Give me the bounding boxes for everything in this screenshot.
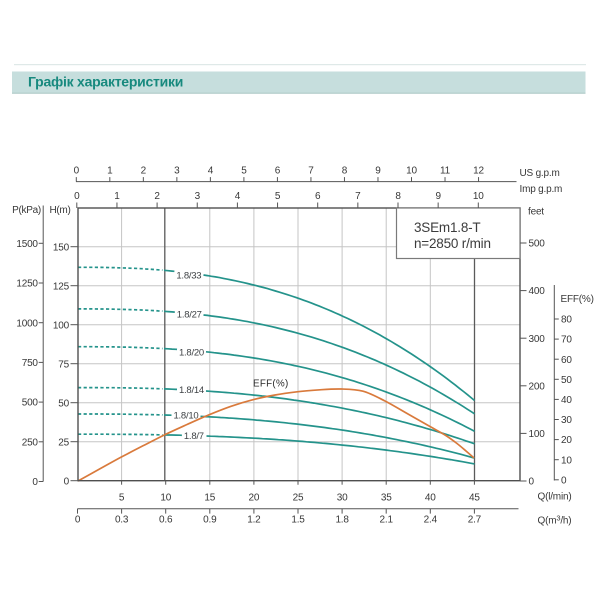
svg-text:1.8/33: 1.8/33	[176, 270, 201, 281]
svg-text:75: 75	[58, 359, 69, 370]
svg-text:150: 150	[53, 242, 70, 253]
svg-text:12: 12	[473, 166, 484, 177]
svg-text:H(m): H(m)	[49, 205, 70, 216]
svg-text:80: 80	[561, 315, 572, 326]
svg-text:5: 5	[119, 493, 125, 504]
svg-text:40: 40	[425, 493, 436, 504]
svg-text:1.5: 1.5	[291, 514, 305, 525]
svg-text:3: 3	[195, 191, 201, 202]
svg-text:0: 0	[74, 166, 80, 177]
svg-text:1.8/20: 1.8/20	[179, 347, 204, 358]
svg-text:1.8/14: 1.8/14	[179, 385, 204, 396]
svg-text:70: 70	[561, 335, 572, 346]
svg-text:100: 100	[53, 320, 70, 331]
svg-text:0.9: 0.9	[203, 514, 217, 525]
svg-text:feet: feet	[528, 207, 544, 218]
svg-text:6: 6	[315, 191, 321, 202]
svg-text:10: 10	[160, 493, 171, 504]
svg-text:Графік характеристики: Графік характеристики	[28, 73, 183, 89]
svg-text:n=2850 r/min: n=2850 r/min	[414, 236, 491, 251]
svg-text:10: 10	[406, 166, 417, 177]
svg-text:250: 250	[22, 437, 39, 448]
svg-text:500: 500	[22, 398, 39, 409]
svg-text:1.8/27: 1.8/27	[177, 309, 202, 320]
svg-text:3: 3	[174, 166, 180, 177]
svg-text:60: 60	[561, 355, 572, 366]
svg-text:2.1: 2.1	[380, 514, 394, 525]
svg-text:6: 6	[275, 166, 281, 177]
svg-text:125: 125	[53, 281, 70, 292]
svg-text:30: 30	[337, 493, 348, 504]
svg-text:300: 300	[529, 334, 546, 345]
svg-text:0.6: 0.6	[159, 514, 173, 525]
svg-text:45: 45	[469, 493, 480, 504]
svg-text:0: 0	[561, 475, 567, 486]
svg-text:2: 2	[154, 191, 160, 202]
svg-text:11: 11	[440, 166, 451, 177]
svg-text:400: 400	[529, 286, 546, 297]
svg-text:1000: 1000	[16, 318, 38, 329]
svg-text:4: 4	[235, 191, 241, 202]
svg-text:1: 1	[107, 166, 113, 177]
svg-text:20: 20	[561, 435, 572, 446]
svg-text:1.8/7: 1.8/7	[184, 431, 204, 442]
svg-text:500: 500	[529, 239, 546, 250]
svg-text:15: 15	[204, 493, 215, 504]
svg-text:30: 30	[561, 415, 572, 426]
svg-text:50: 50	[561, 375, 572, 386]
svg-text:40: 40	[561, 395, 572, 406]
svg-text:7: 7	[308, 166, 314, 177]
svg-text:1250: 1250	[16, 279, 38, 290]
svg-text:4: 4	[208, 166, 214, 177]
svg-text:1.8: 1.8	[335, 514, 349, 525]
svg-text:1.2: 1.2	[247, 514, 261, 525]
svg-text:EFF(%): EFF(%)	[561, 294, 594, 305]
svg-text:2.4: 2.4	[424, 514, 438, 525]
svg-text:8: 8	[342, 166, 348, 177]
svg-text:50: 50	[58, 398, 69, 409]
svg-text:0: 0	[74, 191, 80, 202]
svg-text:Q(m3/h): Q(m3/h)	[538, 514, 572, 527]
svg-text:Imp g.p.m: Imp g.p.m	[520, 184, 563, 195]
svg-text:0: 0	[75, 514, 81, 525]
svg-text:0.3: 0.3	[115, 514, 129, 525]
svg-text:2.7: 2.7	[468, 514, 482, 525]
svg-text:5: 5	[241, 166, 247, 177]
svg-text:10: 10	[561, 455, 572, 466]
svg-text:20: 20	[249, 493, 260, 504]
svg-text:5: 5	[275, 191, 281, 202]
svg-text:US g.p.m: US g.p.m	[520, 168, 560, 179]
svg-text:200: 200	[529, 381, 546, 392]
svg-text:P(kPa): P(kPa)	[12, 205, 41, 216]
svg-text:9: 9	[375, 166, 381, 177]
svg-text:Q(l/min): Q(l/min)	[538, 492, 572, 503]
svg-text:8: 8	[395, 191, 401, 202]
svg-text:25: 25	[58, 437, 69, 448]
svg-text:0: 0	[32, 477, 38, 488]
svg-text:7: 7	[355, 191, 361, 202]
svg-text:EFF(%): EFF(%)	[253, 378, 289, 389]
svg-text:35: 35	[381, 493, 392, 504]
svg-text:25: 25	[293, 493, 304, 504]
svg-text:9: 9	[435, 191, 441, 202]
svg-text:100: 100	[529, 429, 546, 440]
svg-text:1: 1	[114, 191, 120, 202]
svg-text:10: 10	[473, 191, 484, 202]
svg-text:3SEm1.8-T: 3SEm1.8-T	[414, 220, 480, 235]
svg-text:2: 2	[141, 166, 147, 177]
svg-text:1.8/10: 1.8/10	[174, 410, 199, 421]
svg-text:1500: 1500	[16, 239, 38, 250]
svg-text:0: 0	[64, 476, 70, 487]
svg-text:750: 750	[22, 358, 39, 369]
svg-text:0: 0	[529, 477, 535, 488]
